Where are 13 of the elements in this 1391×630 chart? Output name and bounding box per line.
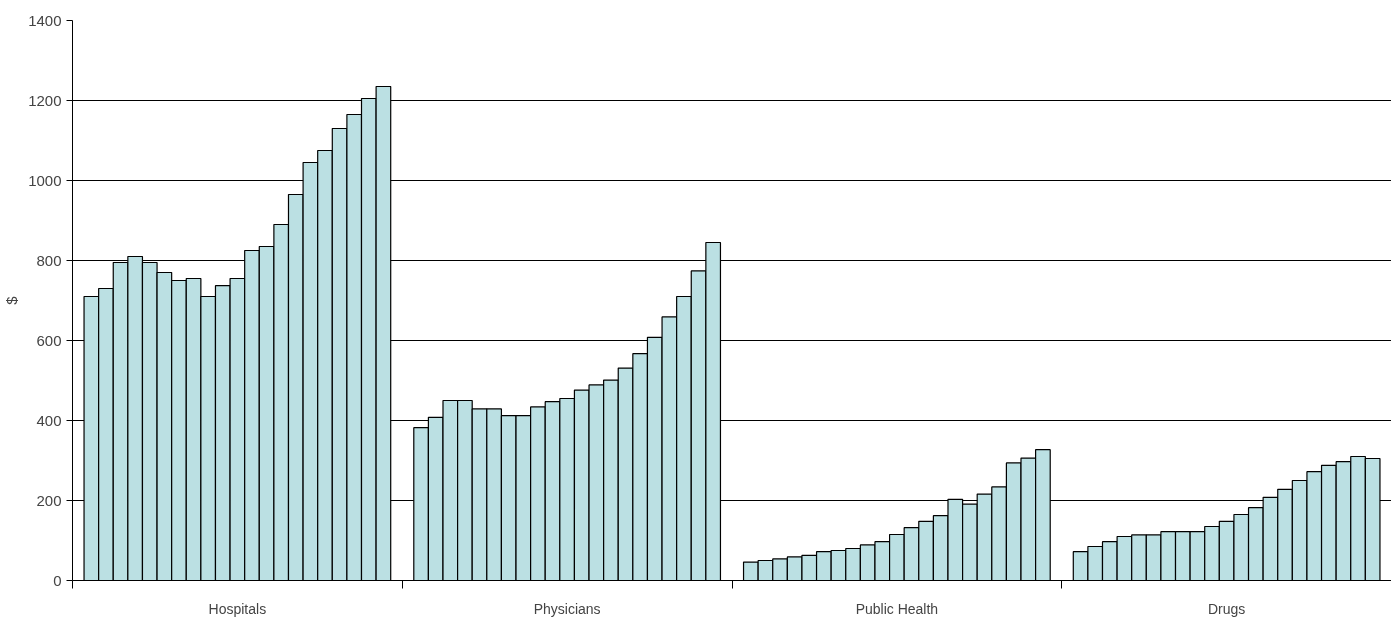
x-tick-label: Drugs xyxy=(1207,600,1246,617)
y-tick-label: 0 xyxy=(53,571,62,589)
y-tick-label: 1000 xyxy=(28,171,62,189)
x-tick-label: Public Health xyxy=(855,600,939,617)
y-tick-label: 1200 xyxy=(28,91,62,109)
y-axis-title: $ xyxy=(3,295,21,305)
y-tick-label: 800 xyxy=(36,251,62,269)
y-tick-label: 600 xyxy=(36,331,62,349)
y-tick-label: 400 xyxy=(36,411,62,429)
y-tick-label: 1400 xyxy=(28,11,62,29)
y-tick-label: 200 xyxy=(36,491,62,509)
x-tick-label: Physicians xyxy=(533,600,601,617)
x-tick-label: Hospitals xyxy=(208,600,267,617)
